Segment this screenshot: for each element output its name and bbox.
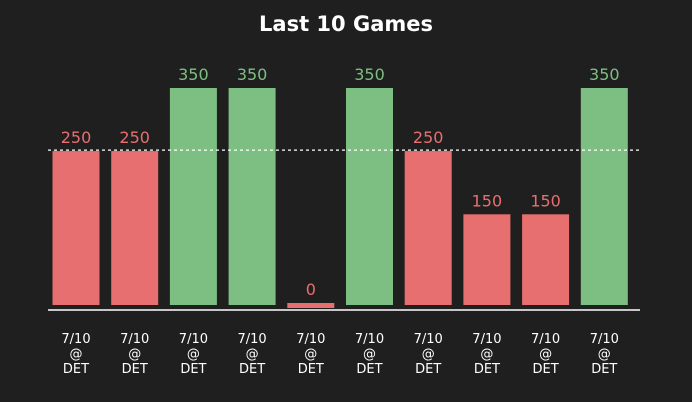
x-tick-line: DET [591,362,617,377]
x-tick-line: DET [415,362,441,377]
x-tick-line: @ [304,347,317,362]
x-tick-label-3: 7/10 @ DET [179,332,208,377]
x-tick-line: @ [363,347,376,362]
bar-9 [522,214,570,305]
x-tick-line: DET [474,362,500,377]
x-tick-line: 7/10 [531,332,560,347]
x-tick-label-7: 7/10 @ DET [414,332,443,377]
value-label-3: 350 [178,65,209,84]
x-tick-label-5: 7/10 @ DET [296,332,325,377]
x-tick-label-4: 7/10 @ DET [237,332,266,377]
x-tick-line: 7/10 [237,332,266,347]
chart-title: Last 10 Games [259,12,433,36]
x-tick-line: DET [356,362,382,377]
x-tick-line: 7/10 [179,332,208,347]
x-tick-line: 7/10 [355,332,384,347]
x-tick-line: @ [70,347,83,362]
value-label-4: 350 [237,65,268,84]
value-labels: 250 250 350 350 0 350 250 150 150 350 [61,65,620,299]
value-label-6: 350 [354,65,385,84]
x-tick-line: 7/10 [120,332,149,347]
bar-5 [287,303,335,308]
x-tick-label-10: 7/10 @ DET [590,332,619,377]
x-tick-line: @ [480,347,493,362]
x-tick-line: DET [122,362,148,377]
x-tick-line: 7/10 [590,332,619,347]
bar-8 [463,214,511,305]
x-tick-line: @ [128,347,141,362]
bar-3 [169,88,217,305]
value-label-1: 250 [61,128,92,147]
x-tick-line: DET [63,362,89,377]
x-tick-line: 7/10 [61,332,90,347]
x-tick-line: @ [422,347,435,362]
bar-10 [580,88,628,305]
value-label-2: 250 [119,128,150,147]
bar-7 [404,151,452,305]
x-tick-line: 7/10 [472,332,501,347]
x-tick-line: DET [239,362,265,377]
bar-4 [228,88,276,305]
x-tick-line: @ [598,347,611,362]
x-tick-line: DET [533,362,559,377]
x-tick-label-2: 7/10 @ DET [120,332,149,377]
bars [52,88,628,308]
x-tick-line: DET [180,362,206,377]
x-tick-line: @ [539,347,552,362]
x-tick-label-9: 7/10 @ DET [531,332,560,377]
bar-2 [111,151,159,305]
x-tick-line: 7/10 [296,332,325,347]
value-label-5: 0 [306,280,316,299]
x-tick-line: @ [187,347,200,362]
value-label-8: 150 [472,191,503,210]
x-tick-line: @ [246,347,259,362]
x-tick-line: 7/10 [414,332,443,347]
x-tick-label-8: 7/10 @ DET [472,332,501,377]
x-tick-line: DET [298,362,324,377]
value-label-7: 250 [413,128,444,147]
x-tick-label-1: 7/10 @ DET [61,332,90,377]
bar-6 [346,88,393,305]
value-label-10: 350 [589,65,620,84]
bar-1 [52,151,100,305]
value-label-9: 150 [530,191,561,210]
x-tick-label-6: 7/10 @ DET [355,332,384,377]
